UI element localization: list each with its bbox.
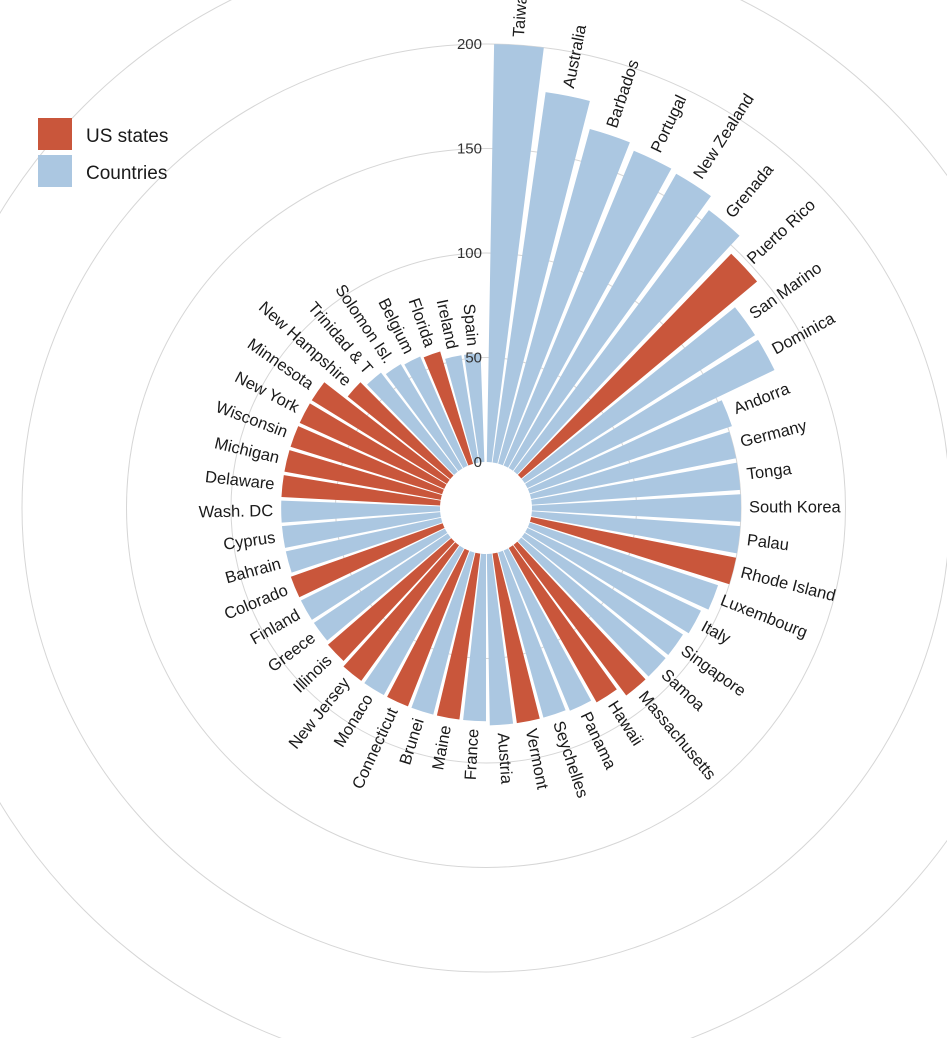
legend-swatch-us-states xyxy=(38,118,72,150)
bar-dominica xyxy=(525,339,775,489)
bar-new-zealand xyxy=(508,173,711,471)
bar-label: Palau xyxy=(746,531,790,554)
bar-panama xyxy=(503,548,592,711)
bar-new-jersey xyxy=(343,542,460,681)
tick-label: 200 xyxy=(457,36,482,53)
bar-wash-dc xyxy=(281,500,441,523)
bar-label: Portugal xyxy=(648,92,691,155)
bar-brunei xyxy=(411,551,475,715)
bar-singapore xyxy=(521,532,683,655)
bar-massachusetts xyxy=(513,541,646,696)
bar-label: New Zealand xyxy=(690,91,758,183)
bar-connecticut xyxy=(387,548,470,707)
bar-label: Rhode Island xyxy=(739,564,838,605)
bar-palau xyxy=(531,511,741,554)
bar-puerto-rico xyxy=(517,253,758,479)
bar-andorra xyxy=(527,400,732,494)
bar-label: Barbados xyxy=(603,57,642,130)
bar-delaware xyxy=(281,475,441,506)
bar-label: Germany xyxy=(738,417,809,451)
bar-trinidad-t xyxy=(367,372,458,475)
bar-bahrain xyxy=(285,517,443,573)
bar-ireland xyxy=(445,355,479,464)
bar-label: Austria xyxy=(494,732,516,785)
tick-label: 100 xyxy=(457,245,482,262)
bar-south-korea xyxy=(531,494,742,522)
bar-label: Dominica xyxy=(769,309,839,358)
bar-hawaii xyxy=(508,545,617,703)
bar-florida xyxy=(423,351,474,466)
bar-rhode-island xyxy=(529,516,737,585)
bar-solomon-isl- xyxy=(385,364,463,472)
bar-cyprus xyxy=(281,512,441,548)
bar-label: Michigan xyxy=(213,434,281,467)
bar-minnesota xyxy=(311,382,450,484)
bar-label: Taiwan xyxy=(510,0,532,38)
bar-colorado xyxy=(290,523,445,598)
bar-label: Bahrain xyxy=(223,555,283,587)
bar-new-hampshire xyxy=(347,382,454,480)
bar-greece xyxy=(313,533,451,641)
legend-label-us-states: US states xyxy=(86,126,168,147)
bar-italy xyxy=(525,527,701,634)
tick-label: 50 xyxy=(465,350,482,367)
grid-circle xyxy=(21,43,947,973)
bar-maine xyxy=(436,552,481,720)
bar-vermont xyxy=(492,552,540,724)
bar-germany xyxy=(529,431,737,500)
legend: US states Countries xyxy=(38,118,168,187)
bar-wisconsin xyxy=(290,426,444,495)
bar-finland xyxy=(300,528,448,620)
bar-label: Spain xyxy=(460,303,482,347)
bar-austria xyxy=(486,553,514,726)
bar-label: Vermont xyxy=(522,727,552,791)
bar-taiwan xyxy=(486,44,544,463)
bar-label: Puerto Rico xyxy=(744,196,819,268)
bar-label: Australia xyxy=(560,22,590,89)
bar-label: Grenada xyxy=(722,160,778,221)
bar-new-york xyxy=(299,403,447,489)
bar-label: Tonga xyxy=(746,460,794,484)
bar-belgium xyxy=(404,356,468,469)
bar-label: Delaware xyxy=(204,468,275,493)
legend-label-countries: Countries xyxy=(86,163,167,184)
bar-grenada xyxy=(513,210,740,475)
tick-label: 0 xyxy=(474,454,482,471)
bar-label: Italy xyxy=(698,618,734,649)
bar-label: Hawaii xyxy=(604,698,646,749)
bar-michigan xyxy=(284,450,442,500)
bar-samoa xyxy=(517,537,666,677)
bar-label: France xyxy=(462,728,483,780)
bar-label: South Korea xyxy=(749,498,842,516)
bar-spain xyxy=(464,353,485,463)
bars-group xyxy=(281,44,775,726)
bar-portugal xyxy=(503,150,672,468)
tick-labels: 0 50 100 150 200 xyxy=(457,36,482,471)
bar-illinois xyxy=(327,538,455,661)
grid-circle xyxy=(126,148,846,868)
legend-swatch-countries xyxy=(38,155,72,187)
bar-label: Wash. DC xyxy=(198,502,273,521)
bar-luxembourg xyxy=(527,522,719,610)
tick-label: 150 xyxy=(457,141,482,158)
bar-label: San Marino xyxy=(746,259,825,323)
bar-label: Cyprus xyxy=(222,529,276,554)
bar-france xyxy=(463,553,486,722)
bar-label: Maine xyxy=(429,724,455,771)
bar-barbados xyxy=(498,129,630,466)
bar-label: Brunei xyxy=(396,716,427,767)
bar-san-marino xyxy=(521,307,756,484)
bar-tonga xyxy=(531,462,741,505)
bar-seychelles xyxy=(498,550,566,718)
bar-australia xyxy=(492,92,590,464)
bar-monaco xyxy=(364,545,464,696)
